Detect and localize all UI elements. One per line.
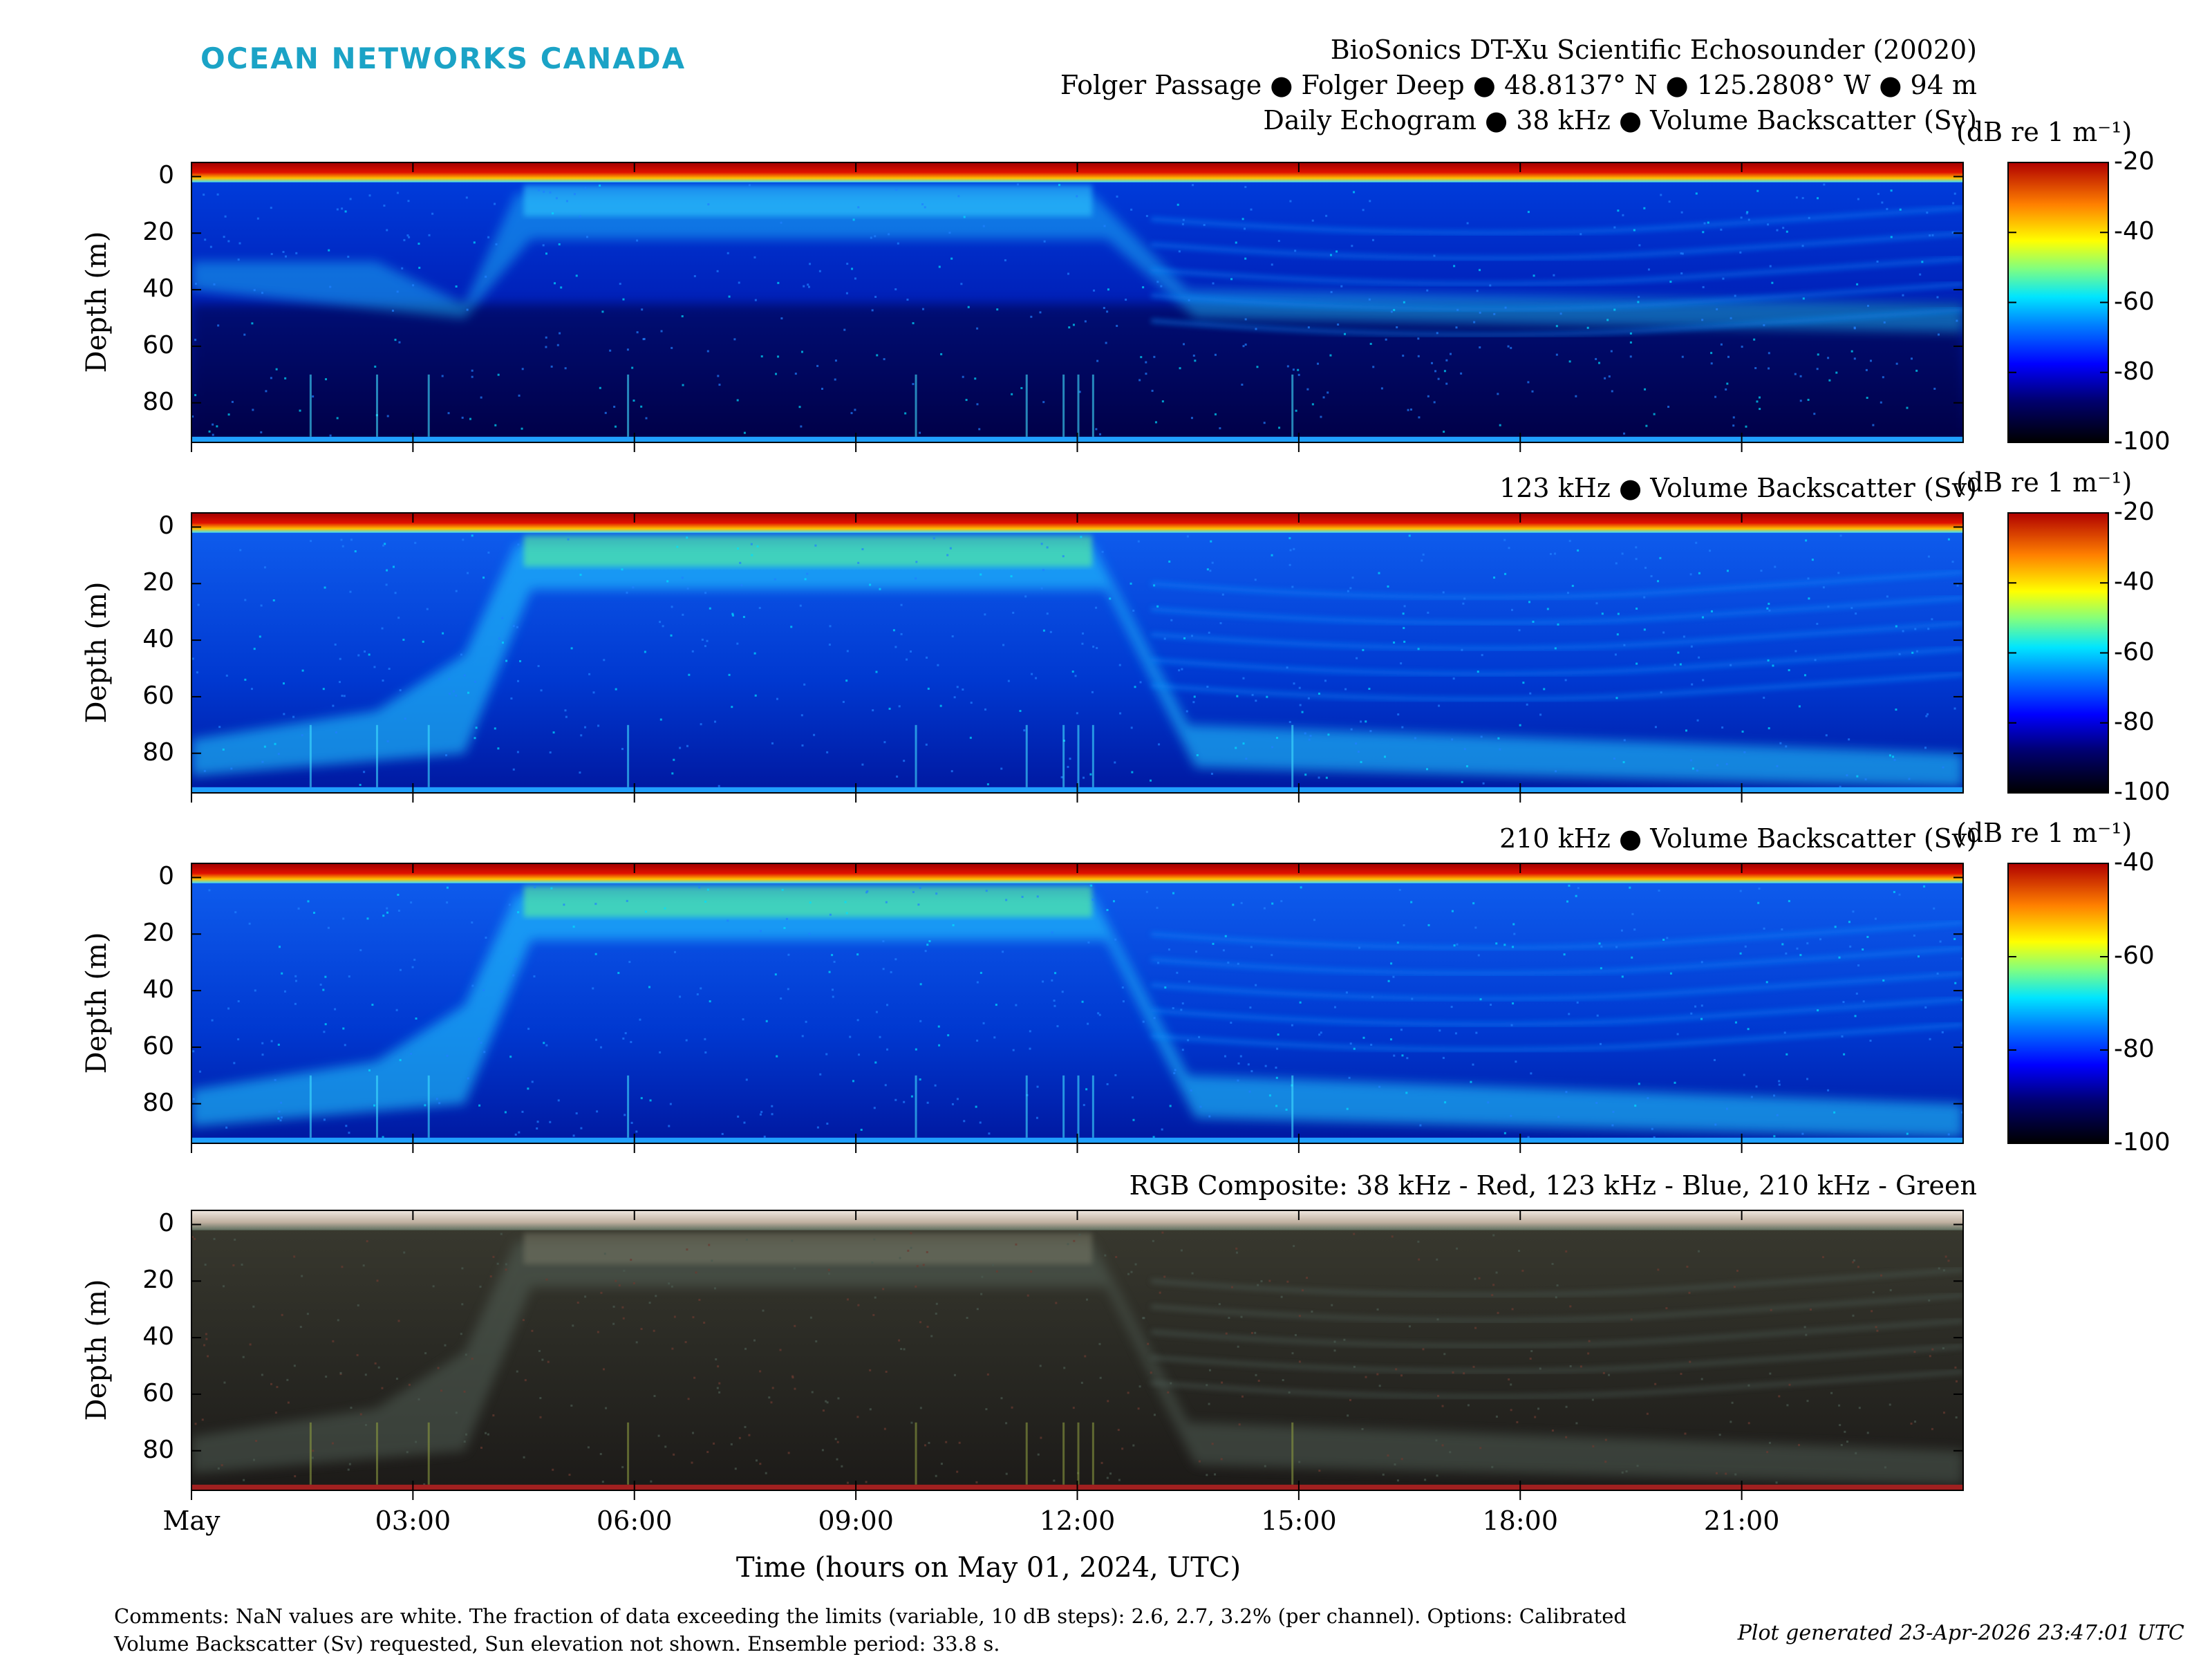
y-tick-label: 0 (158, 1209, 174, 1238)
x-tick-label: 03:00 (375, 1506, 451, 1536)
scattering-layer (191, 1241, 1963, 1485)
y-tick-label: 0 (158, 161, 174, 190)
colorbar-tick-label: -100 (2114, 778, 2171, 806)
colorbar-tick-label: -40 (2114, 848, 2155, 877)
plot-generated-timestamp: Plot generated 23-Apr-2026 23:47:01 UTC (1737, 1621, 2184, 1645)
y-tick-label: 20 (142, 919, 174, 948)
y-tick-label: 80 (142, 1435, 174, 1464)
chart-title-echogram: Daily Echogram ● 38 kHz ● Volume Backsca… (1263, 105, 1977, 135)
colorbar-tick-label: -60 (2114, 287, 2155, 316)
x-axis-label: Time (hours on May 01, 2024, UTC) (735, 1552, 1241, 1584)
colorbar-tick-label: -80 (2114, 707, 2155, 736)
y-tick-label: 80 (142, 1088, 174, 1117)
x-tick-label: May (162, 1506, 221, 1536)
echogram-panel-3 (191, 863, 2109, 1153)
x-tick-label: 06:00 (596, 1506, 673, 1536)
y-tick-label: 20 (142, 1266, 174, 1295)
colorbar-tick-label: -40 (2114, 217, 2155, 246)
y-tick-label: 80 (142, 387, 174, 416)
colorbar-tick-label: -60 (2114, 941, 2155, 970)
y-axis-label: Depth (m) (81, 230, 113, 373)
echogram-panel-4 (191, 1210, 1964, 1500)
y-tick-label: 60 (142, 681, 174, 710)
colorbar (2007, 863, 2109, 1144)
scattering-layer (191, 894, 1963, 1138)
y-axis-label: Depth (m) (81, 931, 113, 1074)
x-tick-label: 21:00 (1703, 1506, 1780, 1536)
x-tick-label: 12:00 (1039, 1506, 1116, 1536)
colorbar-unit-label: (dB re 1 m⁻¹) (1956, 117, 2133, 147)
y-tick-label: 40 (142, 274, 174, 303)
echogram-panel-2 (191, 512, 2109, 803)
y-tick-label: 60 (142, 1031, 174, 1060)
chart-title-instrument: BioSonics DT-Xu Scientific Echosounder (… (1330, 35, 1977, 65)
colorbar-unit-label: (dB re 1 m⁻¹) (1956, 818, 2133, 848)
y-tick-label: 20 (142, 568, 174, 597)
scattering-layer (191, 544, 1963, 787)
y-tick-label: 40 (142, 1322, 174, 1351)
colorbar-tick-label: -20 (2114, 147, 2155, 176)
panel-title: 123 kHz ● Volume Backscatter (Sv) (1499, 473, 1977, 503)
colorbar-unit-label: (dB re 1 m⁻¹) (1956, 467, 2133, 498)
chart-title-location: Folger Passage ● Folger Deep ● 48.8137° … (1060, 70, 1977, 100)
colorbar-tick-label: -60 (2114, 637, 2155, 666)
y-tick-label: 80 (142, 738, 174, 767)
colorbar-tick-label: -100 (2114, 1128, 2171, 1156)
scattering-layer (191, 194, 1963, 332)
comments-text: Comments: NaN values are white. The frac… (114, 1604, 1627, 1656)
y-tick-label: 40 (142, 975, 174, 1004)
y-tick-label: 0 (158, 512, 174, 541)
ocean-networks-canada-logo: OCEAN NETWORKS CANADA (200, 41, 686, 75)
panel-title: RGB Composite: 38 kHz - Red, 123 kHz - B… (1129, 1170, 1977, 1201)
colorbar (2007, 512, 2109, 794)
echogram-panel-1 (191, 162, 2109, 452)
y-tick-label: 0 (158, 862, 174, 891)
x-tick-label: 18:00 (1482, 1506, 1558, 1536)
x-tick-label: 09:00 (818, 1506, 894, 1536)
y-tick-label: 60 (142, 330, 174, 359)
colorbar-tick-label: -80 (2114, 1035, 2155, 1063)
y-axis-label: Depth (m) (81, 581, 113, 724)
y-tick-label: 20 (142, 218, 174, 247)
x-tick-label: 15:00 (1261, 1506, 1337, 1536)
colorbar-tick-label: -100 (2114, 427, 2171, 456)
colorbar-tick-label: -80 (2114, 357, 2155, 386)
panel-title: 210 kHz ● Volume Backscatter (Sv) (1499, 823, 1977, 854)
y-tick-label: 60 (142, 1378, 174, 1407)
colorbar-tick-label: -20 (2114, 498, 2155, 526)
colorbar-tick-label: -40 (2114, 568, 2155, 597)
colorbar (2007, 162, 2109, 443)
y-tick-label: 40 (142, 625, 174, 654)
y-axis-label: Depth (m) (81, 1278, 113, 1421)
